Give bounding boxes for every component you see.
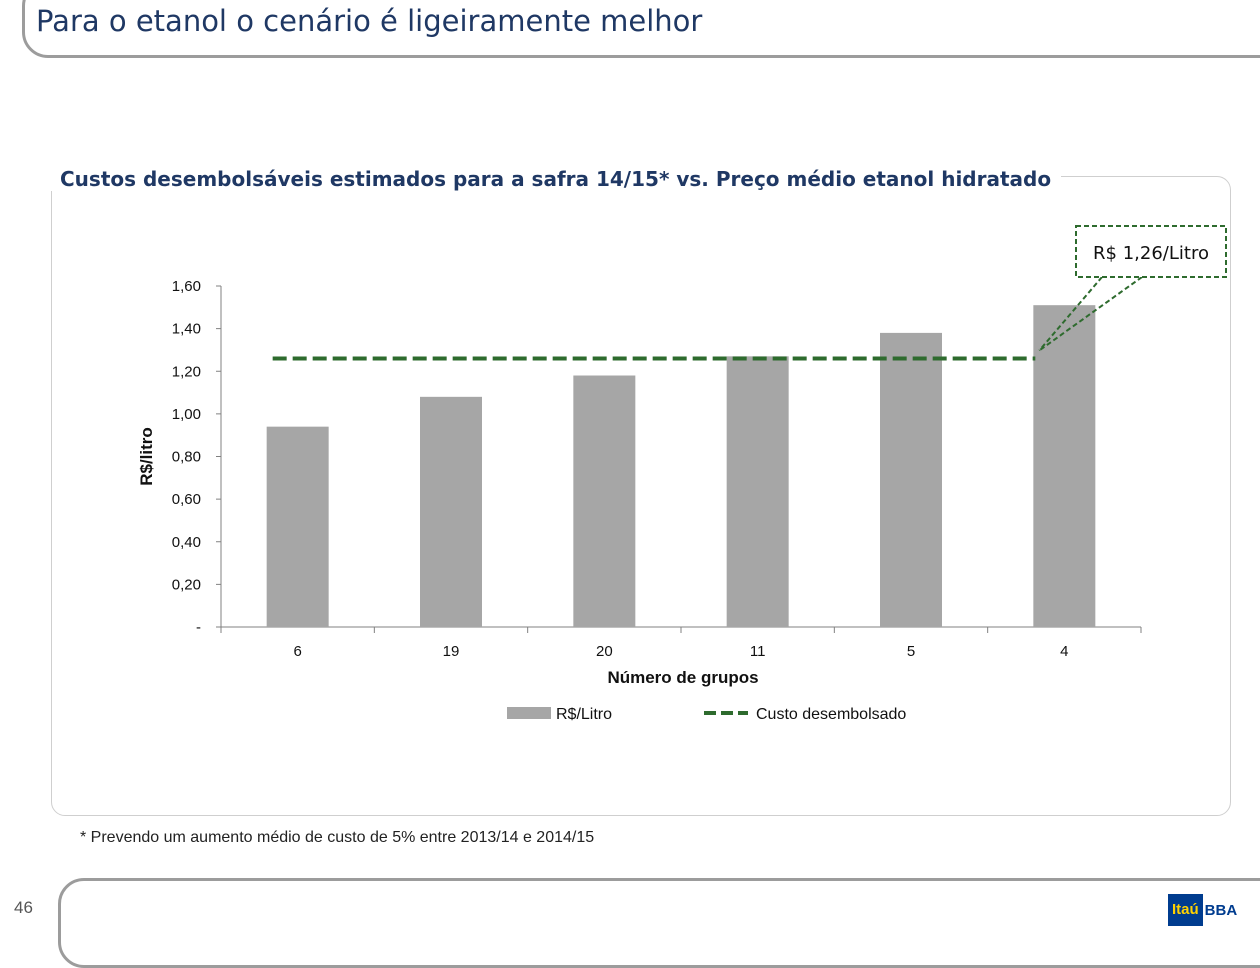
y-tick-label: 1,60 bbox=[172, 278, 201, 295]
y-tick-label: 0,60 bbox=[172, 491, 201, 508]
legend-label-bars: R$/Litro bbox=[556, 706, 612, 723]
footnote: * Prevendo um aumento médio de custo de … bbox=[80, 829, 595, 846]
footer-frame bbox=[58, 878, 1260, 968]
y-tick-label: 1,40 bbox=[172, 321, 201, 338]
callout-box bbox=[1075, 225, 1227, 278]
bar bbox=[420, 396, 482, 627]
y-tick-label: 0,40 bbox=[172, 534, 201, 551]
x-tick-label: 4 bbox=[1060, 643, 1068, 660]
legend-label-line: Custo desembolsado bbox=[756, 706, 906, 723]
bar bbox=[880, 332, 942, 627]
y-tick-label: 1,20 bbox=[172, 363, 201, 380]
title-frame bbox=[22, 0, 1260, 58]
bar-chart: - 0,20 0,40 0,60 0,80 1,00 1,20 1,40 1,60 6 19 20 11… bbox=[137, 225, 1227, 723]
page-title: Para o etanol o cenário é ligeiramente m… bbox=[36, 4, 703, 38]
chart-title: Custos desembolsáveis estimados para a s… bbox=[50, 167, 1062, 191]
x-tick-label: 19 bbox=[443, 643, 460, 660]
y-tick-label: 0,20 bbox=[172, 576, 201, 593]
x-tick-label: 11 bbox=[750, 643, 766, 660]
y-tick-label: 1,00 bbox=[172, 406, 201, 423]
bar bbox=[1033, 305, 1096, 627]
callout-pointer-left bbox=[1038, 276, 1103, 352]
x-tick-label: 6 bbox=[293, 643, 301, 660]
logo-box: Itaú bbox=[1168, 894, 1203, 926]
callout-label: R$ 1,26/Litro bbox=[1093, 243, 1209, 264]
page-number: 46 bbox=[14, 898, 33, 917]
logo-text: BBA bbox=[1204, 901, 1238, 919]
legend-swatch-bars bbox=[507, 707, 551, 719]
callout-pointer-right bbox=[1038, 276, 1143, 352]
x-axis-label: Número de grupos bbox=[607, 668, 758, 687]
bar bbox=[266, 426, 329, 627]
itau-bba-logo: Itaú BBA bbox=[1168, 894, 1237, 926]
y-axis-label: R$/litro bbox=[137, 427, 156, 486]
bar bbox=[573, 375, 636, 627]
x-tick-label: 20 bbox=[596, 643, 613, 660]
x-tick-label: 5 bbox=[907, 643, 915, 660]
y-tick-label: 0,80 bbox=[172, 449, 201, 466]
bar bbox=[726, 356, 789, 627]
y-tick-label: - bbox=[196, 619, 201, 636]
